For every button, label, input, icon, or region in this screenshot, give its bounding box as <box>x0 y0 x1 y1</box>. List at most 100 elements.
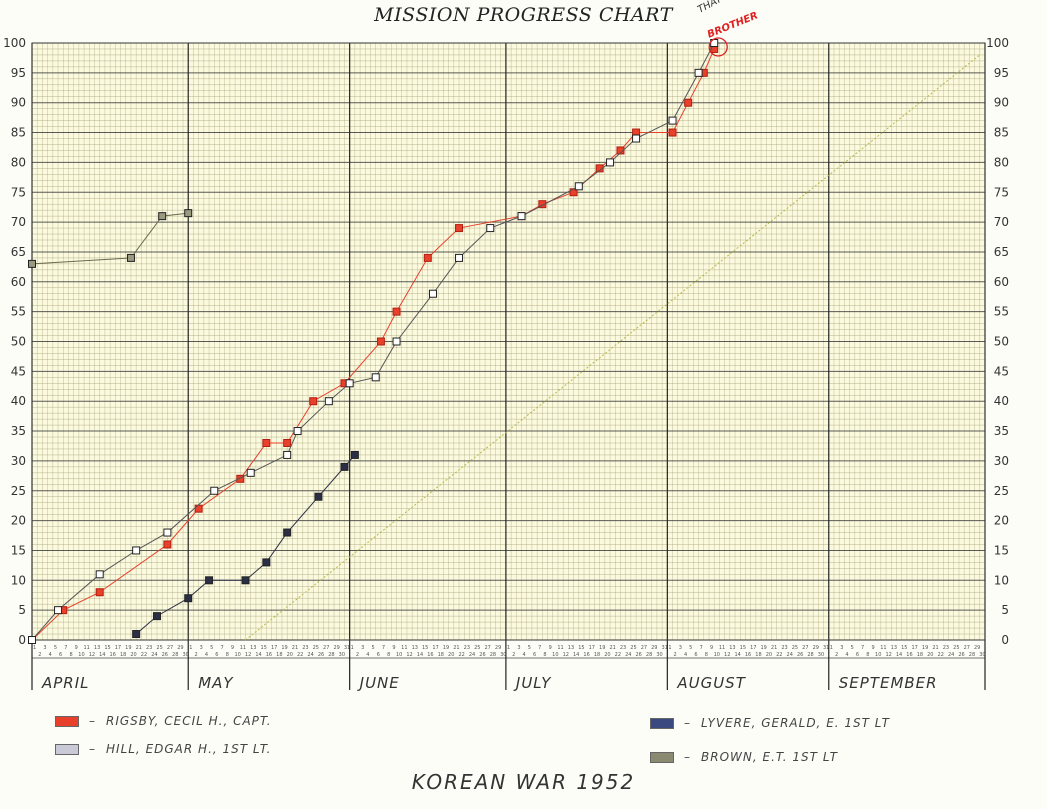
day-tick-label: 24 <box>948 652 954 658</box>
data-point <box>158 212 167 221</box>
y-tick-label-left: 0 <box>18 633 26 647</box>
data-point <box>132 630 141 639</box>
legend-item-lyvere: – LYVERE, GERALD, E. 1ST LT <box>650 716 890 730</box>
day-tick-label: 27 <box>964 645 970 651</box>
y-tick-label-right: 75 <box>994 185 1009 199</box>
day-tick-label: 15 <box>901 645 907 651</box>
day-tick-label: 27 <box>484 645 490 651</box>
day-tick-label: 30 <box>979 652 985 658</box>
day-tick-label: 6 <box>694 652 697 658</box>
day-tick-label: 22 <box>141 652 147 658</box>
day-tick-label: 15 <box>422 645 428 651</box>
y-tick-label-right: 80 <box>994 155 1009 169</box>
legend-item-hill: – HILL, EDGAR H., 1ST LT. <box>55 742 272 756</box>
annotation-circle <box>708 37 728 57</box>
day-tick-label: 11 <box>83 645 89 651</box>
day-tick-label: 18 <box>276 652 282 658</box>
day-tick-label: 29 <box>813 645 819 651</box>
y-tick-label-right: 85 <box>994 126 1009 140</box>
day-tick-label: 12 <box>563 652 569 658</box>
y-tick-label-right: 95 <box>994 66 1009 80</box>
month-label: APRIL <box>41 674 90 692</box>
day-tick-label: 4 <box>845 652 848 658</box>
day-tick-label: 30 <box>339 652 345 658</box>
y-tick-label-left: 85 <box>11 126 26 140</box>
data-point <box>184 594 193 603</box>
day-tick-label: 10 <box>396 652 402 658</box>
day-tick-label: 7 <box>220 645 223 651</box>
day-tick-label: 14 <box>255 652 261 658</box>
day-tick-label: 9 <box>710 645 713 651</box>
day-tick-label: 8 <box>705 652 708 658</box>
data-point <box>236 474 245 483</box>
day-tick-label: 23 <box>302 645 308 651</box>
data-point <box>486 224 495 233</box>
day-tick-label: 12 <box>724 652 730 658</box>
day-tick-label: 23 <box>620 645 626 651</box>
series-line-2 <box>135 454 356 635</box>
day-tick-label: 24 <box>307 652 313 658</box>
day-tick-label: 12 <box>406 652 412 658</box>
day-tick-label: 21 <box>453 645 459 651</box>
y-tick-label-right: 35 <box>994 424 1009 438</box>
day-tick-label: 15 <box>104 645 110 651</box>
day-tick-label: 7 <box>64 645 67 651</box>
day-tick-label: 28 <box>969 652 975 658</box>
data-point <box>293 427 302 436</box>
y-tick-label-left: 25 <box>11 484 26 498</box>
y-tick-label-left: 55 <box>11 305 26 319</box>
day-tick-label: 1 <box>507 645 510 651</box>
day-tick-label: 4 <box>366 652 369 658</box>
day-tick-label: 27 <box>167 645 173 651</box>
series-line-0 <box>31 48 715 641</box>
day-tick-label: 11 <box>719 645 725 651</box>
day-tick-label: 6 <box>533 652 536 658</box>
day-tick-label: 6 <box>856 652 859 658</box>
day-tick-label: 27 <box>802 645 808 651</box>
day-tick-label: 3 <box>361 645 364 651</box>
day-tick-label: 28 <box>807 652 813 658</box>
y-tick-label-left: 80 <box>11 155 26 169</box>
legend-swatch <box>650 717 674 729</box>
day-tick-label: 8 <box>543 652 546 658</box>
y-tick-label-left: 40 <box>11 394 26 408</box>
data-point <box>606 158 615 167</box>
data-point <box>262 438 271 447</box>
day-tick-label: 20 <box>448 652 454 658</box>
day-tick-label: 17 <box>589 645 595 651</box>
day-tick-label: 11 <box>880 645 886 651</box>
day-tick-label: 20 <box>766 652 772 658</box>
day-tick-label: 29 <box>333 645 339 651</box>
data-point <box>28 259 36 268</box>
day-tick-label: 23 <box>781 645 787 651</box>
legend-swatch <box>650 751 674 763</box>
day-tick-label: 26 <box>636 652 642 658</box>
day-tick-label: 14 <box>99 652 105 658</box>
y-tick-label-right: 60 <box>994 275 1009 289</box>
data-point <box>205 576 214 585</box>
day-tick-label: 22 <box>938 652 944 658</box>
series-line-3 <box>31 212 189 265</box>
legend-label: RIGSBY, CECIL H., CAPT. <box>106 714 272 728</box>
legend-item-brown: – BROWN, E.T. 1ST LT <box>650 750 838 764</box>
y-tick-label-right: 55 <box>994 305 1009 319</box>
day-tick-label: 24 <box>787 652 793 658</box>
day-tick-label: 26 <box>162 652 168 658</box>
y-tick-label-left: 75 <box>11 185 26 199</box>
day-tick-label: 6 <box>377 652 380 658</box>
day-tick-label: 12 <box>245 652 251 658</box>
day-tick-label: 21 <box>932 645 938 651</box>
day-tick-label: 23 <box>464 645 470 651</box>
day-tick-label: 23 <box>146 645 152 651</box>
day-tick-label: 30 <box>656 652 662 658</box>
data-point <box>126 253 135 262</box>
day-tick-label: 27 <box>323 645 329 651</box>
data-point <box>309 397 318 406</box>
day-tick-label: 12 <box>885 652 891 658</box>
data-point <box>595 164 604 173</box>
day-tick-label: 25 <box>474 645 480 651</box>
day-tick-label: 9 <box>871 645 874 651</box>
day-tick-label: 19 <box>125 645 131 651</box>
month-label: JUNE <box>357 674 400 692</box>
day-tick-label: 1 <box>189 645 192 651</box>
